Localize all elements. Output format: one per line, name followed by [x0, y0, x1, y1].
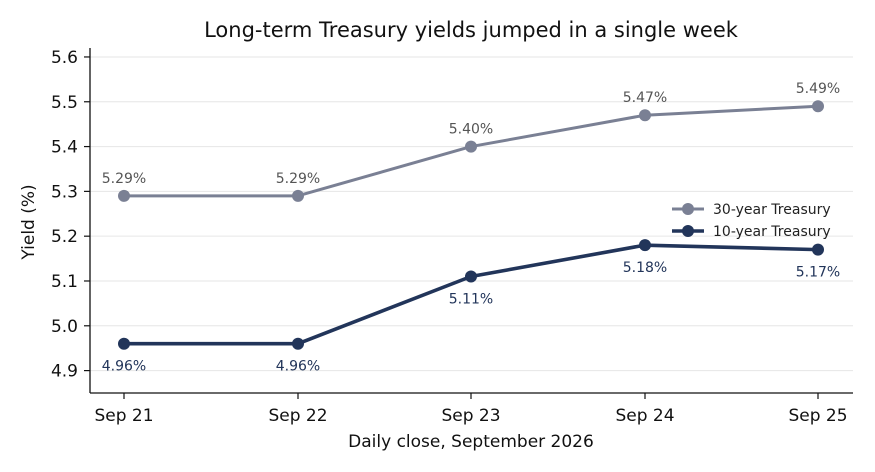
- x-tick-label: Sep 21: [94, 406, 153, 426]
- y-tick-label: 5.1: [51, 272, 78, 292]
- legend-marker-30yr: [682, 203, 694, 215]
- data-point-10yr: [639, 239, 651, 252]
- x-tick-label: Sep 22: [268, 406, 327, 426]
- y-tick-label: 4.9: [51, 362, 78, 382]
- data-label-30yr: 5.29%: [102, 171, 146, 187]
- data-label-10yr: 4.96%: [276, 359, 320, 375]
- axes: 4.9 5.0 5.1 5.2 5.3 5.4 5.5 5.6 Sep 21 Sep 22 Sep …: [51, 48, 853, 426]
- data-point-10yr: [292, 337, 304, 350]
- legend: 30-year Treasury 10-year Treasury: [672, 202, 831, 240]
- data-label-10yr: 5.11%: [449, 292, 493, 308]
- data-point-30yr: [292, 189, 304, 202]
- data-point-30yr: [465, 140, 477, 153]
- data-point-30yr: [812, 100, 824, 113]
- data-label-30yr: 5.40%: [449, 122, 493, 138]
- data-label-10yr: 4.96%: [102, 359, 146, 375]
- data-label-10yr: 5.18%: [623, 260, 667, 276]
- data-label-30yr: 5.47%: [623, 90, 667, 106]
- data-point-30yr: [639, 109, 651, 122]
- data-point-30yr: [118, 189, 130, 202]
- data-point-10yr: [812, 243, 824, 256]
- data-label-30yr: 5.49%: [796, 81, 840, 97]
- x-tick-label: Sep 24: [615, 406, 674, 426]
- x-axis-title: Daily close, September 2026: [348, 432, 594, 452]
- data-label-10yr: 5.17%: [796, 265, 840, 281]
- legend-label-30yr: 30-year Treasury: [713, 202, 831, 218]
- y-tick-label: 5.0: [51, 317, 78, 337]
- legend-marker-10yr: [682, 225, 694, 237]
- y-tick-label: 5.6: [51, 48, 78, 68]
- legend-label-10yr: 10-year Treasury: [713, 224, 831, 240]
- data-point-10yr: [465, 270, 477, 283]
- x-tick-label: Sep 23: [441, 406, 500, 426]
- y-tick-label: 5.5: [51, 93, 78, 113]
- data-label-30yr: 5.29%: [276, 171, 320, 187]
- y-axis-title: Yield (%): [19, 184, 39, 260]
- data-point-10yr: [118, 337, 130, 350]
- y-tick-label: 5.4: [51, 138, 78, 158]
- x-tick-label: Sep 25: [788, 406, 847, 426]
- chart-title: Long-term Treasury yields jumped in a si…: [204, 18, 739, 42]
- y-tick-label: 5.3: [51, 182, 78, 202]
- series-layer: [118, 100, 824, 350]
- data-labels: 5.29% 5.29% 5.40% 5.47% 5.49% 4.96% 4.96% 5.11%…: [102, 81, 840, 374]
- y-tick-label: 5.2: [51, 227, 78, 247]
